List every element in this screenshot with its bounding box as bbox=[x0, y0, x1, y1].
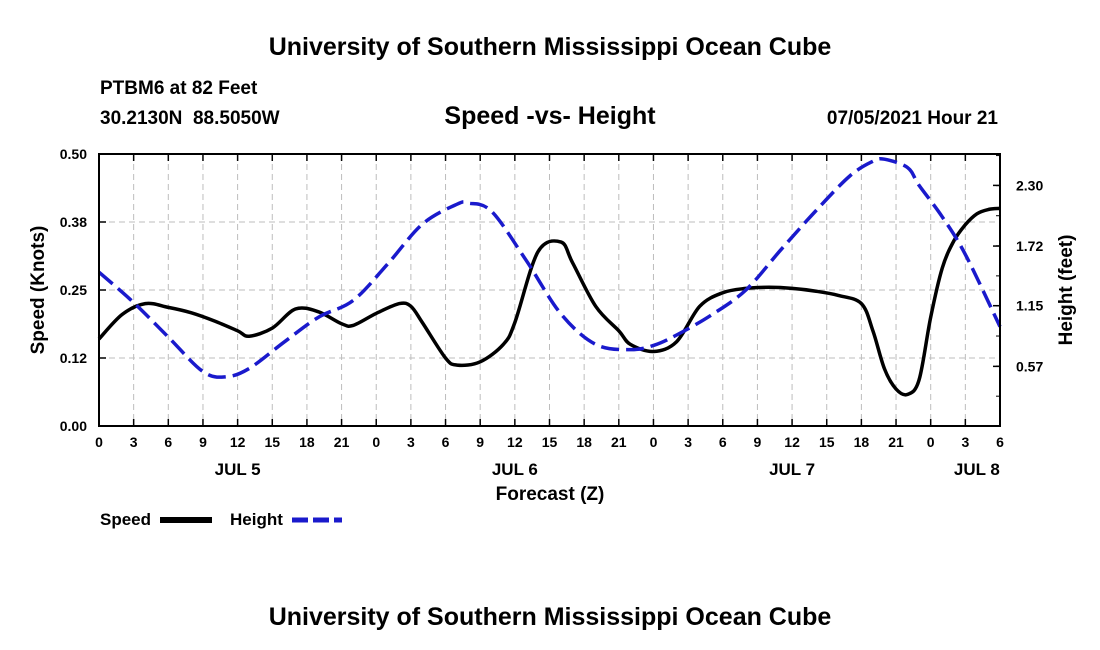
x-tick-label: 0 bbox=[927, 434, 935, 450]
series-layer bbox=[97, 156, 1002, 397]
x-tick-label: 6 bbox=[996, 434, 1004, 450]
y-right-tick-label: 1.72 bbox=[1016, 238, 1043, 254]
x-tick-label: 9 bbox=[754, 434, 762, 450]
y-axis-left-title: Speed (Knots) bbox=[28, 226, 49, 355]
series-line-speed bbox=[97, 206, 1001, 397]
grid-lines bbox=[99, 154, 1000, 426]
x-axis-title: Forecast (Z) bbox=[496, 484, 605, 505]
x-tick-label: 3 bbox=[684, 434, 692, 450]
x-tick-label: 18 bbox=[854, 434, 870, 450]
station-label: PTBM6 at 82 Feet bbox=[100, 78, 258, 99]
coordinates-label: 30.2130N 88.5050W bbox=[100, 108, 280, 129]
x-tick-label: 6 bbox=[164, 434, 172, 450]
x-tick-label: 12 bbox=[507, 434, 523, 450]
x-tick-label: 0 bbox=[95, 434, 103, 450]
y-right-tick-label: 0.57 bbox=[1016, 358, 1043, 374]
x-tick-label: 0 bbox=[650, 434, 658, 450]
y-left-tick-label: 0.25 bbox=[60, 282, 87, 298]
legend: Speed Height bbox=[100, 510, 342, 529]
x-tick-label: 3 bbox=[407, 434, 415, 450]
y-axis-right-title: Height (feet) bbox=[1056, 235, 1077, 346]
x-tick-label: 15 bbox=[819, 434, 835, 450]
axis-tick-labels: 0 3 6 9 12 15 18 21 0 3 6 9 12 15 18 21 0 3 6 9 12 15 18 21 0 3 6 J… bbox=[60, 146, 1044, 479]
timestamp-label: 07/05/2021 Hour 21 bbox=[827, 108, 999, 129]
chart-title: Speed -vs- Height bbox=[444, 102, 656, 130]
x-tick-label: 18 bbox=[299, 434, 315, 450]
x-tick-label: 12 bbox=[230, 434, 246, 450]
day-label: JUL 5 bbox=[215, 460, 261, 479]
bottom-title: University of Southern Mississippi Ocean… bbox=[269, 603, 832, 631]
y-left-tick-label: 0.50 bbox=[60, 146, 87, 162]
y-right-tick-label: 2.30 bbox=[1016, 177, 1043, 193]
day-label: JUL 6 bbox=[492, 460, 538, 479]
y-left-tick-label: 0.38 bbox=[60, 214, 87, 230]
legend-height-label: Height bbox=[230, 510, 283, 529]
x-tick-label: 15 bbox=[542, 434, 558, 450]
x-tick-label: 21 bbox=[334, 434, 350, 450]
day-label: JUL 8 bbox=[954, 460, 1000, 479]
x-tick-label: 15 bbox=[264, 434, 280, 450]
x-tick-label: 0 bbox=[372, 434, 380, 450]
y-left-tick-label: 0.00 bbox=[60, 418, 87, 434]
x-tick-label: 6 bbox=[719, 434, 727, 450]
x-tick-label: 3 bbox=[130, 434, 138, 450]
x-tick-label: 3 bbox=[961, 434, 969, 450]
y-left-tick-label: 0.12 bbox=[60, 350, 87, 366]
series-line-height bbox=[97, 156, 1002, 379]
day-label: JUL 7 bbox=[769, 460, 815, 479]
y-right-tick-label: 1.15 bbox=[1016, 298, 1043, 314]
legend-speed-label: Speed bbox=[100, 510, 151, 529]
x-tick-label: 12 bbox=[784, 434, 800, 450]
x-tick-label: 9 bbox=[476, 434, 484, 450]
top-title: University of Southern Mississippi Ocean… bbox=[269, 33, 832, 61]
x-tick-label: 21 bbox=[611, 434, 627, 450]
plot-frame bbox=[98, 153, 1001, 427]
x-tick-label: 18 bbox=[576, 434, 592, 450]
x-tick-label: 21 bbox=[888, 434, 904, 450]
x-tick-label: 6 bbox=[442, 434, 450, 450]
x-tick-label: 9 bbox=[199, 434, 207, 450]
